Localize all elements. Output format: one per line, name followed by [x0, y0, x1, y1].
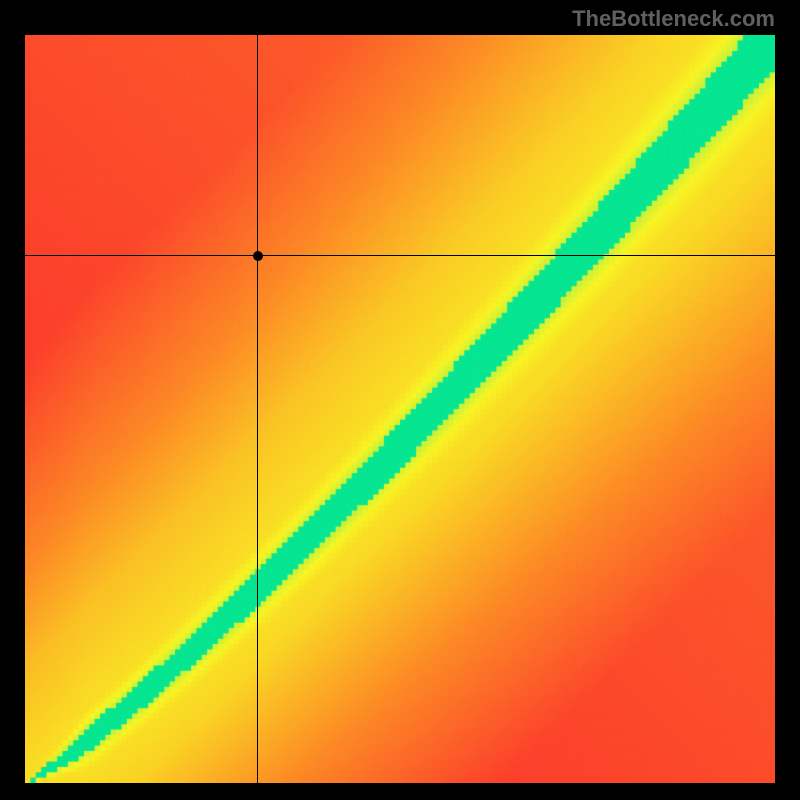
crosshair-vertical [257, 35, 258, 783]
watermark-text: TheBottleneck.com [572, 6, 775, 32]
data-point-marker [253, 251, 263, 261]
heatmap-plot [25, 35, 775, 783]
crosshair-horizontal [25, 255, 775, 256]
